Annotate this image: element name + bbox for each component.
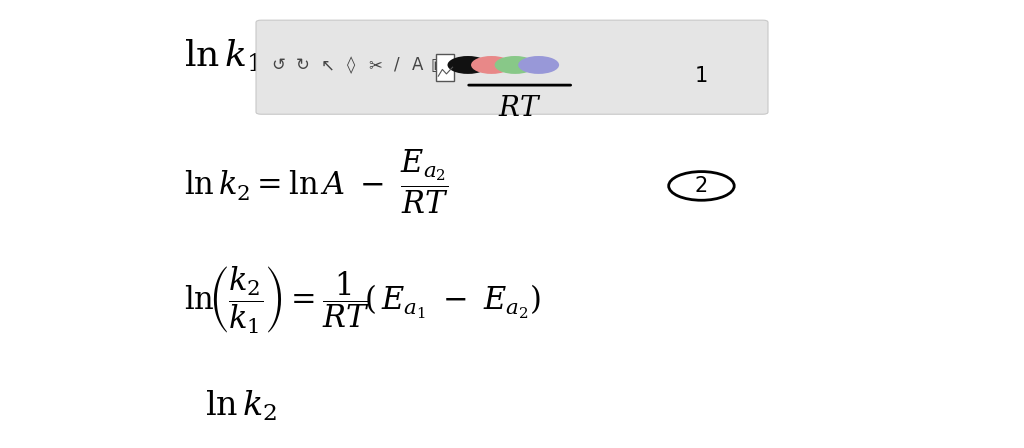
Circle shape [518, 56, 559, 74]
Circle shape [495, 56, 536, 74]
Circle shape [471, 56, 512, 74]
Text: ↻: ↻ [296, 56, 310, 74]
Text: $\mathrm{ln}\!\left(\dfrac{k_2}{k_1}\right) = \dfrac{1}{RT}\!\left(\, E_{a_1}\ -: $\mathrm{ln}\!\left(\dfrac{k_2}{k_1}\rig… [184, 264, 542, 336]
Text: ▣: ▣ [430, 56, 446, 74]
Text: 1: 1 [695, 66, 708, 86]
Text: ✂: ✂ [368, 56, 382, 74]
Text: $\mathrm{ln}\, k_2 = \mathrm{ln}\, A\ -\ \dfrac{E_{a_2}}{RT}$: $\mathrm{ln}\, k_2 = \mathrm{ln}\, A\ -\… [184, 147, 450, 215]
Text: ◊: ◊ [347, 56, 355, 74]
FancyBboxPatch shape [436, 54, 454, 81]
Text: ↖: ↖ [321, 56, 335, 74]
Text: 2: 2 [695, 176, 708, 196]
Circle shape [447, 56, 488, 74]
Text: $\mathrm{ln}\, k_1$: $\mathrm{ln}\, k_1$ [184, 38, 261, 74]
Text: /: / [394, 56, 400, 74]
FancyBboxPatch shape [256, 20, 768, 114]
Text: ↺: ↺ [271, 56, 286, 74]
Text: $\mathrm{ln}\, k_2$: $\mathrm{ln}\, k_2$ [205, 388, 276, 422]
Text: A: A [412, 56, 424, 74]
Text: $RT$: $RT$ [498, 94, 542, 121]
